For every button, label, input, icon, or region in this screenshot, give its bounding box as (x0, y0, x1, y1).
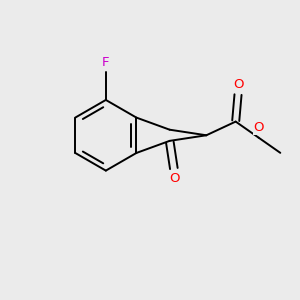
Text: O: O (169, 172, 179, 185)
Text: O: O (233, 78, 243, 92)
Text: O: O (253, 121, 264, 134)
Text: F: F (102, 56, 110, 69)
